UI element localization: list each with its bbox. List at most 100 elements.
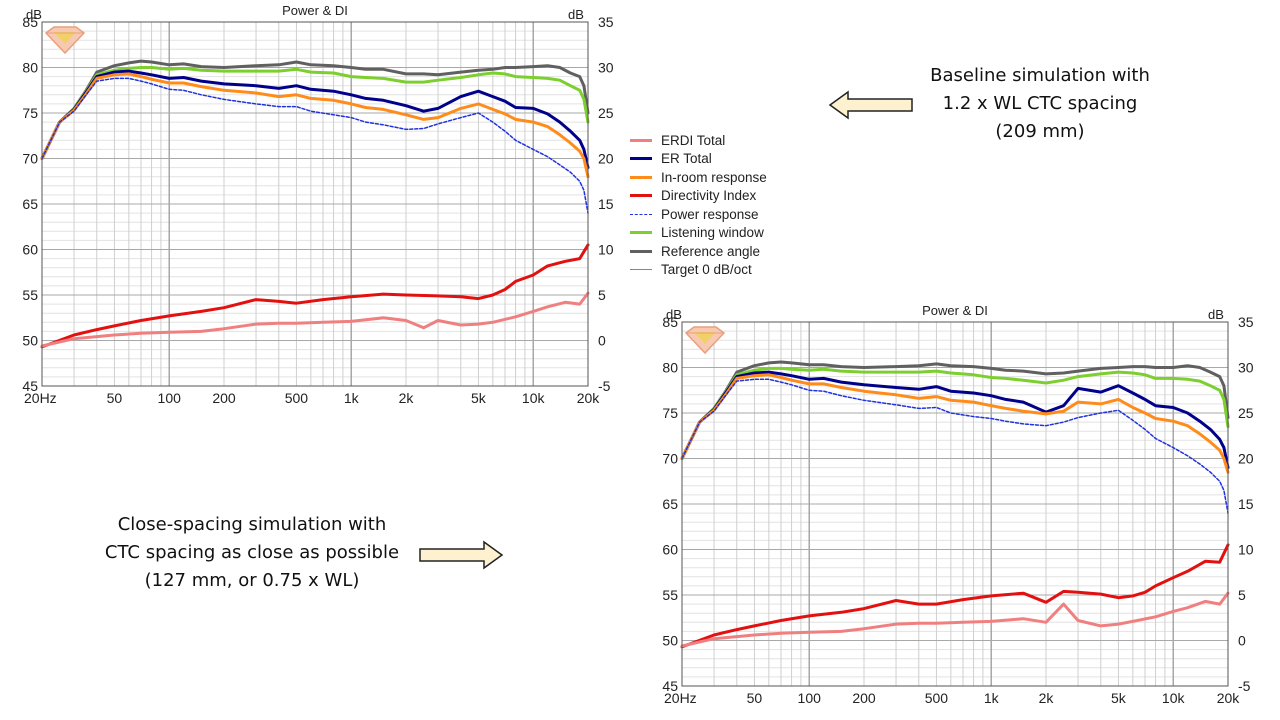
chart-legend: ERDI Total ER Total In-room response Direct…	[630, 131, 767, 279]
y-tick-right: 35	[1238, 314, 1254, 330]
chart-title: Power & DI	[922, 303, 988, 318]
series-line-power	[41, 77, 589, 214]
legend-label: In-room response	[661, 169, 767, 185]
x-tick-label: 20Hz	[24, 390, 57, 406]
x-tick-label: 10k	[522, 390, 546, 406]
minor-grid	[682, 322, 1228, 686]
legend-item-inroom: In-room response	[630, 168, 767, 187]
legend-item-target: Target 0 dB/oct	[630, 261, 767, 280]
x-tick-label: 1k	[984, 690, 1000, 706]
x-tick-label: 200	[852, 690, 876, 706]
y-tick-left: 75	[662, 405, 678, 421]
diamond-heart-logo-icon	[44, 26, 86, 55]
y-tick-right: 25	[1238, 405, 1254, 421]
legend-item-di: Directivity Index	[630, 187, 767, 206]
y-tick-right: 10	[598, 242, 614, 258]
x-tick-label: 20Hz	[664, 690, 697, 706]
y-tick-left: 70	[662, 451, 678, 467]
y-tick-right: 15	[1238, 496, 1254, 512]
series-line-inroom	[40, 72, 590, 179]
legend-label: ER Total	[661, 151, 712, 167]
legend-swatch-erdi	[630, 138, 652, 142]
y-tick-right: -5	[1238, 678, 1251, 694]
y-tick-left: 45	[22, 378, 38, 394]
series-line-er	[680, 370, 1230, 470]
legend-label: Listening window	[661, 225, 764, 241]
y-tick-right: 35	[598, 14, 614, 30]
legend-swatch-listening	[630, 231, 652, 235]
legend-label: ERDI Total	[661, 132, 726, 148]
legend-label: Reference angle	[661, 243, 761, 259]
legend-label: Power response	[661, 206, 759, 222]
y-tick-right: 20	[598, 151, 614, 167]
legend-item-power: Power response	[630, 205, 767, 224]
y-tick-left: 50	[22, 333, 38, 349]
y-tick-right: 20	[1238, 451, 1254, 467]
baseline-annotation: Baseline simulation with 1.2 x WL CTC sp…	[910, 62, 1170, 146]
series-line-erdi	[680, 591, 1230, 648]
legend-swatch-er	[630, 157, 652, 161]
series-line-listening	[40, 66, 590, 160]
x-tick-label: 5k	[1111, 690, 1127, 706]
legend-item-listening: Listening window	[630, 224, 767, 243]
legend-swatch-di	[630, 194, 652, 198]
x-tick-label: 200	[212, 390, 236, 406]
y-tick-left: 85	[22, 14, 38, 30]
y-axis-right-unit: dB	[568, 7, 584, 22]
legend-item-reference: Reference angle	[630, 242, 767, 261]
legend-swatch-reference	[630, 249, 652, 253]
series-line-listening	[680, 366, 1230, 460]
diamond-heart-logo-icon	[684, 326, 726, 355]
y-axis-left-unit: dB	[26, 7, 42, 22]
baseline-annotation-line-2: 1.2 x WL CTC spacing	[942, 93, 1138, 114]
series-line-reference	[40, 59, 590, 160]
x-tick-label: 2k	[1039, 690, 1055, 706]
y-tick-right: -5	[598, 378, 611, 394]
x-tick-label: 100	[798, 690, 822, 706]
x-tick-label: 20k	[577, 390, 601, 406]
y-tick-left: 75	[22, 105, 38, 121]
minor-grid	[42, 22, 588, 386]
x-tick-label: 2k	[399, 390, 415, 406]
y-tick-left: 55	[662, 587, 678, 603]
y-tick-left: 45	[662, 678, 678, 694]
series-line-er	[40, 69, 590, 170]
legend-label: Target 0 dB/oct	[661, 262, 752, 278]
x-tick-label: 500	[925, 690, 949, 706]
x-tick-label: 500	[285, 390, 309, 406]
y-tick-left: 55	[22, 287, 38, 303]
x-tick-label: 20k	[1217, 690, 1241, 706]
x-tick-label: 10k	[1162, 690, 1186, 706]
series-line-erdi	[40, 291, 590, 348]
y-tick-left: 80	[22, 60, 38, 76]
y-tick-left: 65	[22, 196, 38, 212]
y-tick-left: 60	[662, 542, 678, 558]
legend-item-er: ER Total	[630, 150, 767, 169]
legend-label: Directivity Index	[661, 188, 757, 204]
x-tick-label: 5k	[471, 390, 487, 406]
series-line-inroom	[680, 373, 1230, 474]
y-tick-right: 30	[598, 60, 614, 76]
y-axis-left-unit: dB	[666, 307, 682, 322]
close-spacing-annotation: Close-spacing simulation with CTC spacin…	[92, 511, 412, 595]
left-arrow-icon	[828, 90, 913, 120]
y-tick-left: 70	[22, 151, 38, 167]
y-tick-left: 85	[662, 314, 678, 330]
baseline-annotation-line-3: (209 mm)	[995, 121, 1085, 142]
series-line-power	[681, 378, 1229, 514]
legend-swatch-power	[630, 213, 652, 215]
y-tick-right: 5	[1238, 587, 1246, 603]
legend-swatch-inroom	[630, 175, 652, 179]
chart-title: Power & DI	[282, 3, 348, 18]
x-tick-label: 50	[107, 390, 123, 406]
y-tick-right: 0	[598, 333, 606, 349]
legend-item-erdi: ERDI Total	[630, 131, 767, 150]
y-tick-right: 10	[1238, 542, 1254, 558]
y-tick-right: 25	[598, 105, 614, 121]
series-line-di	[40, 243, 590, 349]
y-tick-right: 5	[598, 287, 606, 303]
y-tick-left: 80	[662, 360, 678, 376]
close-annotation-line-1: Close-spacing simulation with	[117, 514, 387, 535]
